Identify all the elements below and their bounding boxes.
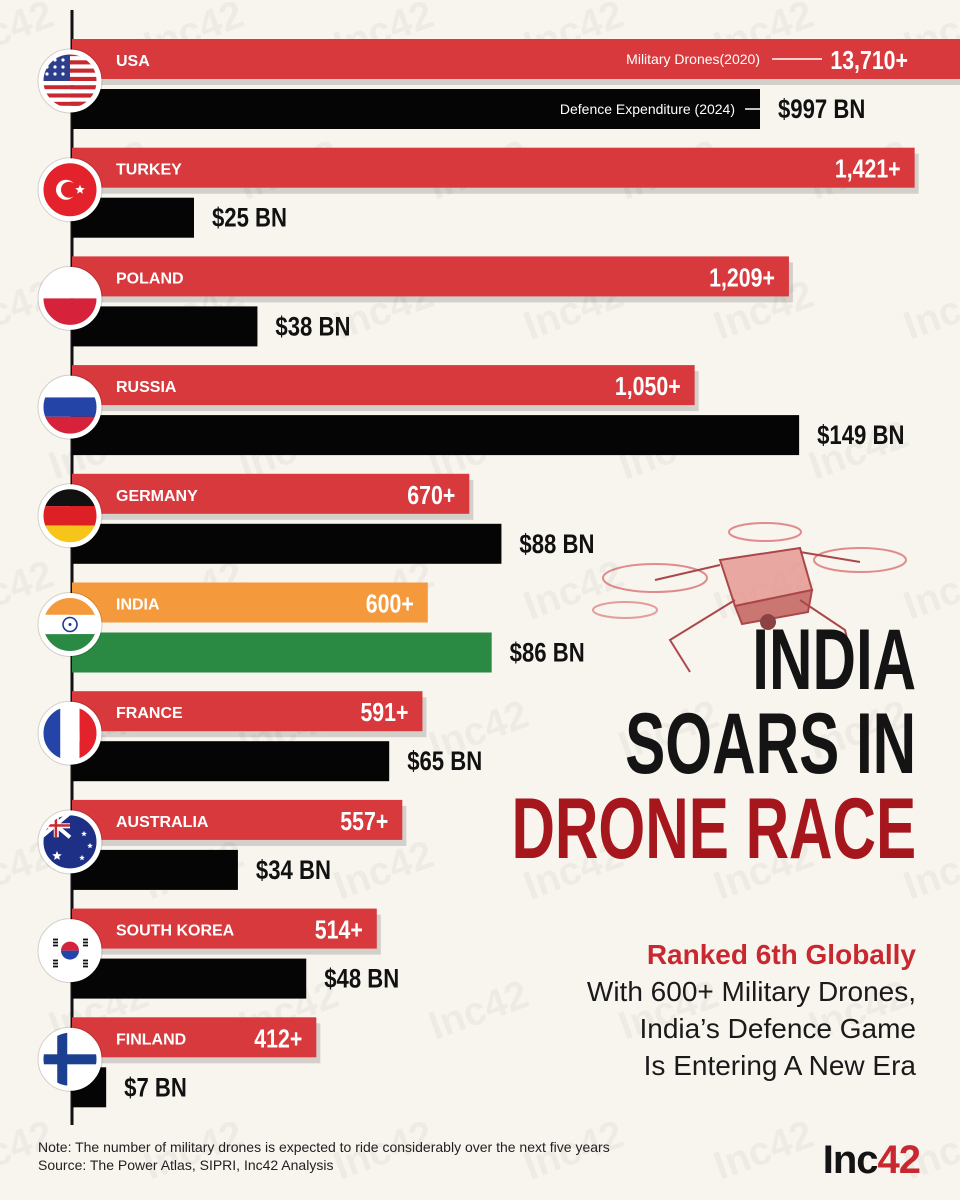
france-flag-icon	[37, 700, 103, 766]
country-label: FRANCE	[116, 705, 183, 722]
country-label: TURKEY	[116, 162, 182, 179]
expenditure-bar	[72, 306, 258, 347]
expenditure-value-label: $7 BN	[124, 1073, 187, 1103]
country-label: INDIA	[116, 597, 160, 614]
subheading-line-3: Is Entering A New Era	[643, 1050, 916, 1081]
india-flag-icon	[37, 592, 103, 657]
expenditure-value-label: $149 BN	[817, 421, 904, 451]
drone-bar	[72, 473, 470, 514]
drone-bar	[72, 582, 428, 623]
expenditure-value-label: $88 BN	[519, 530, 594, 560]
drone-bar	[72, 39, 960, 79]
row-turkey: TURKEY 1,421+ $25 BN	[37, 147, 919, 238]
turkey-flag-icon	[37, 157, 103, 223]
expenditure-bar	[72, 958, 307, 999]
poland-flag-icon	[37, 265, 103, 331]
row-france: FRANCE 591+ $65 BN	[37, 691, 482, 782]
subheading: Ranked 6th Globally With 600+ Military D…	[587, 936, 916, 1084]
drone-value-label: 1,421+	[835, 155, 901, 185]
drone-bar	[72, 147, 915, 188]
note-text: Note: The number of military drones is e…	[38, 1139, 610, 1155]
drone-value-label: 1,050+	[615, 372, 681, 402]
drone-value-label: 670+	[407, 481, 455, 511]
expenditure-bar	[72, 523, 502, 564]
russia-flag-icon	[37, 374, 103, 440]
expenditure-value-label: $38 BN	[275, 312, 350, 342]
country-label: SOUTH KOREA	[116, 923, 235, 940]
expenditure-bar	[72, 741, 390, 782]
row-south-korea: SOUTH KOREA 514+ $48 BN	[37, 908, 399, 999]
us-flag-icon	[37, 48, 103, 114]
expenditure-value-label: $48 BN	[324, 965, 399, 995]
country-label: FINLAND	[116, 1031, 186, 1048]
drone-value-label: 600+	[366, 590, 414, 620]
expenditure-bar	[72, 89, 760, 129]
south-korea-flag-icon	[37, 918, 103, 984]
country-label: GERMANY	[116, 488, 198, 505]
headline-line-2: SOARS IN	[624, 696, 916, 793]
drone-value-label: 1,209+	[709, 263, 775, 293]
expenditure-bar	[72, 849, 238, 890]
drone-bar	[72, 256, 789, 297]
headline-line-3: DRONE RACE	[511, 780, 916, 877]
country-label: POLAND	[116, 270, 184, 287]
legend-expenditure: Defence Expenditure (2024)	[560, 101, 735, 117]
inc42-logo: Inc42	[822, 1138, 921, 1183]
row-australia: AUSTRALIA 557+ $34 BN	[37, 799, 407, 890]
germany-flag-icon	[37, 483, 103, 549]
watermark-text: Inc42	[708, 1112, 819, 1188]
headline: INDIA SOARS IN DRONE RACE	[338, 612, 916, 877]
logo-number: 42	[877, 1138, 921, 1182]
subheading-line-2: India’s Defence Game	[639, 1013, 916, 1044]
expenditure-bar	[72, 415, 800, 456]
drone-bar	[72, 365, 695, 406]
expenditure-value-label: $34 BN	[256, 856, 331, 886]
expenditure-value-label: $86 BN	[510, 639, 585, 669]
watermark-text: Inc42	[423, 972, 534, 1048]
country-label: USA	[116, 53, 150, 70]
logo-text: Inc	[822, 1138, 879, 1182]
row-finland: FINLAND 412+ $7 BN	[37, 1017, 321, 1108]
drone-bar	[72, 799, 403, 840]
country-label: AUSTRALIA	[116, 814, 209, 831]
row-russia: RUSSIA 1,050+ $149 BN	[37, 365, 904, 456]
drone-illustration	[592, 522, 907, 673]
row-usa: USA 13,710+ $997 BN Military Drones(2020) De…	[37, 39, 960, 129]
drone-value-label: 557+	[340, 807, 388, 837]
expenditure-bar	[72, 632, 492, 673]
source-text: Source: The Power Atlas, SIPRI, Inc42 An…	[38, 1157, 334, 1173]
expenditure-value-label: $25 BN	[212, 204, 287, 234]
drone-bar	[72, 908, 377, 949]
watermark-text: Inc42	[898, 272, 960, 348]
row-poland: POLAND 1,209+ $38 BN	[37, 256, 793, 347]
drone-bar	[72, 691, 423, 732]
finland-flag-icon	[37, 1026, 103, 1092]
subheading-line-1: With 600+ Military Drones,	[586, 976, 916, 1007]
expenditure-value-label: $997 BN	[778, 95, 865, 125]
drone-value-label: 514+	[315, 916, 363, 946]
row-germany: GERMANY 670+ $88 BN	[37, 473, 594, 564]
subheading-accent: Ranked 6th Globally	[646, 939, 916, 970]
drone-value-label: 412+	[254, 1024, 302, 1054]
country-label: RUSSIA	[116, 379, 177, 396]
drone-bar	[72, 1017, 317, 1058]
australia-flag-icon	[37, 809, 103, 875]
row-india: INDIA 600+ $86 BN	[37, 582, 585, 673]
legend-drones: Military Drones(2020)	[626, 51, 760, 67]
drone-value-label: 13,710+	[830, 46, 908, 76]
headline-line-1: INDIA	[752, 612, 916, 708]
footer-note: Note: The number of military drones is e…	[38, 1138, 610, 1174]
drone-value-label: 591+	[360, 698, 408, 728]
expenditure-value-label: $65 BN	[407, 747, 482, 777]
